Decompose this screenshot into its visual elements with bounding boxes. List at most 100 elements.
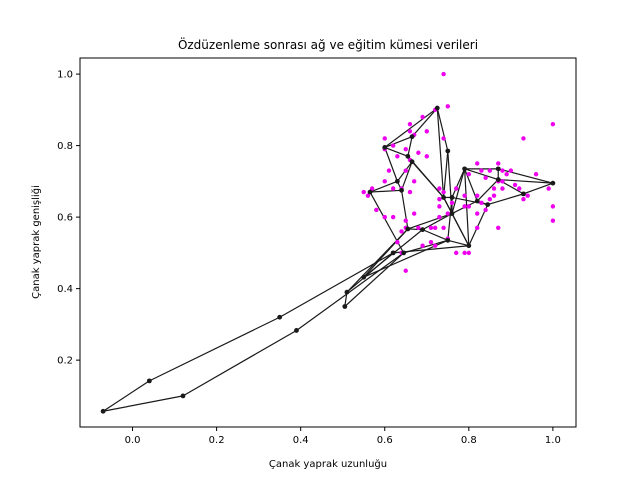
training-point-90 [428, 239, 434, 245]
training-point-23 [382, 179, 387, 184]
y-axis-label: Çanak yaprak genişliği [30, 185, 42, 299]
x-tick-label-1: 0.2 [209, 435, 225, 446]
training-point-58 [483, 207, 488, 213]
network-node-3 [277, 314, 283, 320]
network-node-32 [550, 180, 556, 186]
training-point-64 [546, 186, 551, 191]
training-point-33 [437, 204, 442, 209]
network-node-26 [462, 166, 468, 172]
training-point-87 [390, 214, 396, 220]
training-point-0 [441, 71, 446, 77]
training-point-70 [416, 225, 421, 231]
y-tick-label-4: 1.0 [57, 70, 73, 81]
training-point-77 [462, 250, 467, 256]
network-node-21 [405, 153, 411, 159]
network-edge-34 [384, 107, 438, 148]
network-node-13 [466, 243, 472, 249]
network-edge-30 [411, 161, 445, 198]
network-node-0 [100, 408, 106, 414]
training-point-28 [407, 189, 413, 195]
training-point-78 [466, 250, 472, 256]
training-point-8 [441, 136, 446, 141]
network-edge-14 [403, 239, 448, 254]
training-point-30 [437, 186, 442, 191]
training-point-79 [399, 229, 404, 234]
network-node-11 [420, 227, 425, 233]
training-point-12 [390, 143, 396, 148]
training-point-65 [550, 204, 556, 209]
training-point-9 [382, 136, 387, 141]
x-tick-label-3: 0.6 [377, 435, 393, 446]
training-point-49 [500, 186, 505, 191]
network-edge-10 [363, 228, 409, 278]
training-point-43 [487, 168, 493, 173]
network-edge-19 [422, 213, 453, 231]
training-point-31 [441, 189, 446, 195]
training-point-39 [466, 172, 472, 177]
network-edge-60 [523, 182, 554, 195]
network-edge-50 [464, 168, 499, 181]
network-node-27 [495, 166, 501, 172]
training-point-35 [449, 200, 455, 206]
x-axis-ticks: 0.0 0.2 0.4 0.6 0.8 1.0 [125, 427, 561, 446]
network-node-15 [449, 195, 455, 200]
training-point-53 [517, 186, 522, 191]
network-edge-43 [369, 180, 398, 193]
network-node-31 [521, 191, 526, 197]
training-point-83 [420, 243, 425, 248]
network-node-7 [361, 274, 367, 280]
x-tick-label-4: 0.8 [461, 435, 477, 446]
training-point-24 [369, 186, 375, 191]
training-point-74 [437, 214, 442, 220]
training-point-16 [416, 150, 421, 155]
training-point-38 [462, 204, 467, 209]
network-edge-57 [487, 193, 524, 206]
training-point-86 [496, 225, 501, 231]
network-edge-0 [102, 380, 150, 412]
training-point-41 [479, 168, 484, 173]
training-point-57 [479, 200, 484, 206]
network-edge-3 [103, 395, 184, 412]
network-edge-31 [436, 107, 449, 152]
network-node-28 [495, 177, 501, 182]
network-edge-25 [443, 197, 453, 214]
network-node-16 [441, 195, 446, 200]
axes-background [80, 58, 576, 427]
network-edge-6 [344, 292, 348, 307]
training-point-67 [411, 211, 417, 216]
training-points [361, 71, 556, 273]
network-node-4 [294, 328, 299, 333]
training-point-82 [403, 268, 408, 273]
network-node-22 [409, 159, 415, 165]
network-node-19 [409, 134, 415, 140]
x-axis-label: Çanak yaprak uzunluğu [269, 458, 387, 470]
training-point-55 [525, 193, 530, 198]
training-point-63 [533, 172, 539, 177]
network-node-29 [474, 198, 480, 204]
network-edges [102, 107, 554, 412]
network-edge-27 [442, 150, 449, 198]
training-point-37 [462, 193, 467, 198]
network-edge-36 [407, 136, 413, 157]
training-point-68 [403, 218, 408, 223]
network-node-8 [390, 250, 396, 256]
network-edge-47 [451, 168, 466, 214]
training-point-15 [395, 154, 400, 159]
training-point-13 [403, 146, 408, 152]
training-point-42 [483, 175, 488, 180]
training-point-1 [445, 104, 450, 109]
training-point-20 [403, 168, 408, 173]
training-point-26 [365, 193, 371, 198]
training-point-46 [496, 161, 501, 166]
network-edge-4 [182, 329, 297, 397]
training-point-25 [361, 189, 366, 195]
training-point-4 [407, 121, 413, 127]
network-edge-16 [422, 229, 449, 241]
chart-title: Özdüzenleme sonrası ağ ve eğitim kümesi … [178, 36, 478, 52]
training-point-56 [475, 193, 480, 198]
training-point-10 [521, 136, 526, 141]
network-node-30 [485, 202, 491, 207]
training-point-36 [454, 186, 459, 191]
network-node-25 [367, 189, 373, 195]
